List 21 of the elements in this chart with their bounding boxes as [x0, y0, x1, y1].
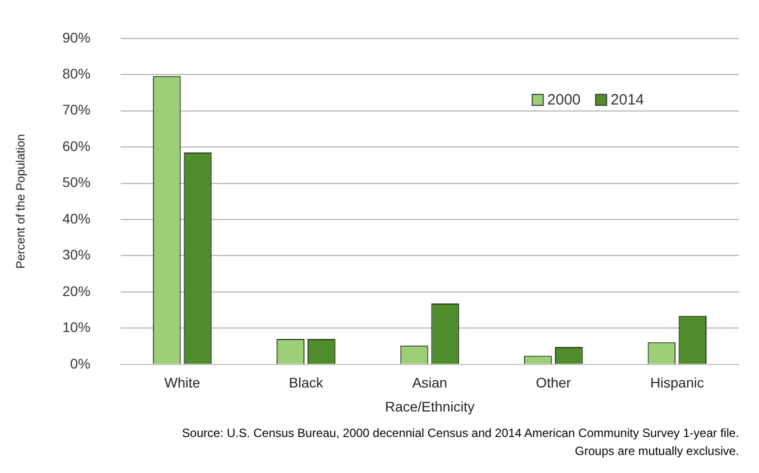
y-tick-label: 30% [62, 246, 90, 263]
x-tick-label: Asian [412, 374, 448, 391]
y-axis-title: Percent of the Population [14, 134, 28, 269]
y-tick-label: 40% [62, 210, 90, 226]
source-note: Source: U.S. Census Bureau, 2000 decennial Census and 2014 American Community Survey 1-year file. [182, 425, 739, 442]
legend-label: 2000 [547, 92, 581, 109]
x-tick-label: Hispanic [650, 374, 704, 391]
x-axis-title: Race/Ethnicity [384, 398, 474, 414]
y-tick-label: 0% [70, 355, 90, 372]
y-tick-label: 90% [62, 29, 90, 46]
y-tick-label: 60% [62, 138, 90, 154]
y-tick-label: 20% [62, 282, 90, 299]
y-tick-label: 80% [62, 65, 90, 82]
legend-label: 2014 [610, 92, 644, 109]
x-tick-label: White [164, 374, 200, 391]
x-tick-label: Other [536, 374, 572, 391]
text: Groups are mutually exclusive. [574, 443, 739, 460]
y-tick-label: 50% [62, 174, 90, 190]
y-tick-label: 10% [62, 319, 90, 336]
y-tick-label: 70% [62, 102, 90, 118]
x-tick-label: Black [288, 374, 324, 391]
